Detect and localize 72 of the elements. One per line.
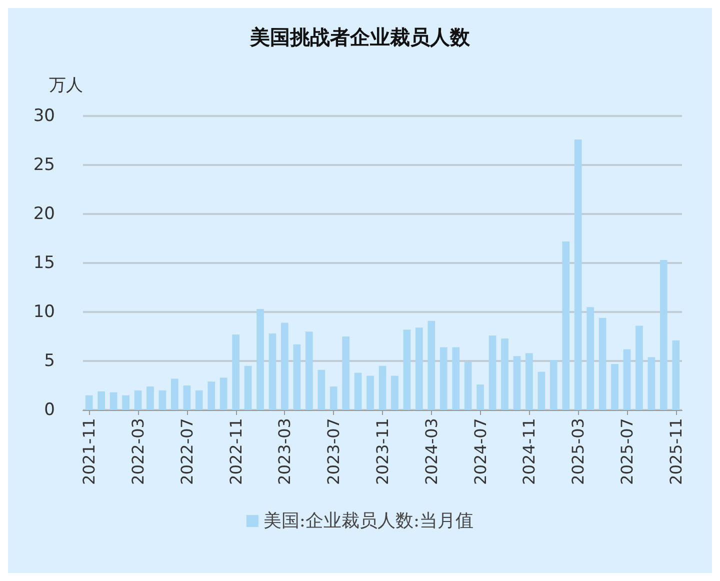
x-tick-label: 2025-07 (617, 418, 636, 485)
bar (232, 334, 240, 410)
x-tick-label: 2023-03 (275, 418, 294, 485)
bar (538, 372, 546, 410)
bar (293, 344, 301, 410)
x-tick-label: 2023-07 (324, 418, 344, 485)
bar (354, 372, 362, 410)
bar (648, 357, 656, 410)
bar (171, 378, 178, 410)
y-tick-label: 30 (33, 106, 55, 126)
bar (623, 349, 631, 410)
bar (378, 366, 386, 410)
bar (281, 322, 288, 410)
y-tick-label: 0 (44, 400, 55, 420)
x-tick-label: 2021-11 (80, 418, 99, 485)
bar (244, 366, 252, 410)
bar (416, 328, 423, 410)
x-tick-label: 2022-11 (226, 418, 246, 485)
bar (488, 336, 496, 410)
x-tick-label: 2024-03 (422, 418, 441, 485)
bar (428, 320, 436, 410)
bar (513, 356, 521, 410)
bar (440, 347, 448, 410)
bar (598, 318, 606, 410)
bar (256, 309, 264, 410)
bar (318, 370, 326, 410)
y-tick-label: 10 (33, 302, 55, 322)
bar (85, 395, 93, 410)
bar (110, 392, 118, 410)
bar (464, 362, 472, 410)
bar (146, 386, 154, 410)
bar (134, 390, 142, 410)
x-tick-label: 2023-11 (373, 418, 392, 485)
bar (526, 353, 533, 410)
bar (452, 347, 460, 410)
chart-title: 美国挑战者企业裁员人数 (249, 25, 471, 49)
y-axis-title: 万人 (49, 76, 83, 96)
bar (611, 364, 618, 410)
x-tick-label: 2024-11 (520, 418, 539, 485)
bar (476, 384, 484, 410)
y-tick-label: 15 (33, 253, 55, 273)
bar (305, 332, 313, 410)
x-tick-label: 2025-11 (666, 418, 686, 485)
x-tick-label: 2024-07 (470, 418, 490, 485)
bar (550, 360, 558, 410)
bar (586, 307, 594, 410)
bar (366, 376, 374, 410)
y-tick-label: 20 (33, 204, 55, 224)
bar (672, 340, 680, 410)
bar (562, 241, 570, 410)
bar (636, 326, 643, 410)
y-tick-label: 25 (33, 155, 55, 175)
bar (208, 382, 216, 410)
bar (195, 390, 203, 410)
legend-label: 美国:企业裁员人数:当月值 (263, 510, 474, 532)
bar (574, 140, 582, 410)
y-tick-label: 5 (44, 351, 55, 371)
bar (158, 390, 166, 410)
x-tick-label: 2025-03 (568, 418, 588, 485)
bar (122, 395, 130, 410)
bar (98, 391, 106, 410)
bar (342, 336, 350, 410)
bar (330, 386, 338, 410)
bar (660, 260, 668, 410)
x-tick-label: 2022-03 (128, 418, 148, 485)
bar (183, 386, 191, 410)
bar (220, 378, 228, 410)
bar (391, 376, 398, 410)
bar (501, 338, 508, 410)
x-tick-label: 2022-07 (177, 418, 196, 485)
bar (403, 330, 411, 410)
bar (268, 334, 276, 410)
